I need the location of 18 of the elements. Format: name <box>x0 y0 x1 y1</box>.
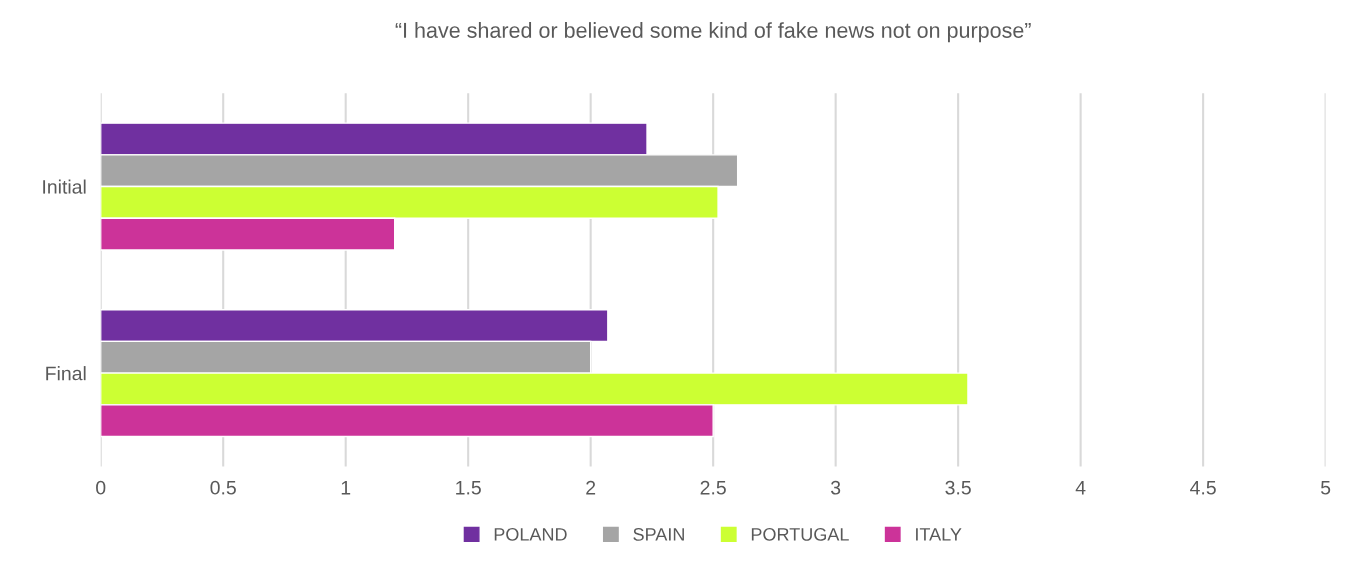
legend-label: ITALY <box>916 528 962 541</box>
x-tick-label: 2.5 <box>700 480 726 495</box>
x-tick-label: 0 <box>96 480 106 495</box>
x-tick-label: 1.5 <box>456 481 481 495</box>
legend-label: SPAIN <box>633 528 684 541</box>
x-tick-label: 0.5 <box>210 480 236 495</box>
x-tick-label: 3.5 <box>945 480 971 495</box>
legend-label: POLAND <box>494 528 567 541</box>
y-tick-label: Final <box>46 366 86 381</box>
x-tick-label: 5 <box>1320 481 1331 495</box>
legend-label: PORTUGAL <box>751 528 849 541</box>
x-tick-label: 4.5 <box>1190 481 1216 495</box>
y-tick-label: Initial <box>43 179 86 194</box>
x-tick-label: 1 <box>341 481 351 495</box>
x-tick-label: 3 <box>830 480 841 495</box>
chart-title: “I have shared or believed some kind of fake news not on purpose” <box>395 22 1031 43</box>
x-tick-label: 4 <box>1075 481 1086 495</box>
x-tick-label: 2 <box>586 480 596 495</box>
